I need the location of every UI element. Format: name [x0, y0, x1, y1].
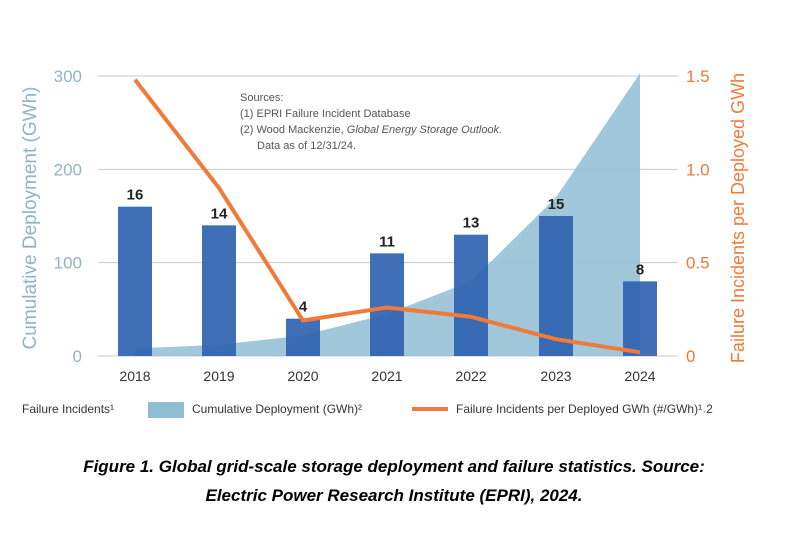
figure-caption: Figure 1. Global grid-scale storage depl… [0, 452, 788, 510]
right-axis-title: Failure Incidents per Deployed GWh [728, 73, 748, 363]
failure-rate-line [133, 78, 641, 355]
bar-value-label: 8 [636, 261, 644, 278]
right-tick-label: 0 [686, 347, 695, 366]
right-tick-label: 0.5 [686, 254, 710, 273]
bar-2023 [539, 216, 573, 356]
x-tick-label: 2024 [624, 368, 655, 384]
x-axis-ticks: 2018 2019 2020 2021 2022 2023 2024 [119, 368, 655, 384]
failure-incidents-bars [118, 206, 657, 356]
caption-line-1: Figure 1. Global grid-scale storage depl… [83, 457, 705, 476]
annotation-line-3-italic: Global Energy Storage Outlook. [347, 124, 502, 136]
bar-2024 [623, 281, 657, 356]
bar-2020 [286, 318, 320, 356]
bar-2021 [370, 253, 404, 356]
bar-2019 [202, 225, 236, 356]
annotation-line-1: Sources: [240, 92, 283, 104]
right-tick-label: 1.0 [686, 160, 710, 179]
annotation-line-2: (1) EPRI Failure Incident Database [240, 108, 411, 120]
left-axis-ticks: 0 100 200 300 [54, 67, 82, 366]
left-tick-label: 300 [54, 67, 82, 86]
legend-swatch-deployment [148, 402, 184, 418]
caption-line-2: Electric Power Research Institute (EPRI)… [205, 486, 583, 505]
bar-value-labels: 16 14 4 11 13 15 8 [127, 187, 645, 316]
annotation-line-4: Data as of 12/31/24. [257, 140, 356, 152]
x-tick-label: 2020 [287, 368, 318, 384]
left-tick-label: 100 [54, 254, 82, 273]
annotation-line-3-prefix: (2) Wood Mackenzie, [240, 124, 347, 136]
legend-label-deployment: Cumulative Deployment (GWh)² [192, 402, 362, 416]
x-tick-label: 2023 [540, 368, 571, 384]
bar-2022 [454, 234, 488, 356]
annotation-line-3: (2) Wood Mackenzie, Global Energy Storag… [240, 124, 502, 136]
x-tick-label: 2018 [119, 368, 150, 384]
legend-label-rate: Failure Incidents per Deployed GWh (#/GW… [456, 402, 713, 416]
bar-2018 [118, 206, 152, 356]
bar-value-label: 16 [127, 187, 144, 204]
legend-label-failure-incidents: Failure Incidents¹ [22, 402, 114, 416]
bar-value-label: 11 [379, 233, 395, 250]
right-tick-label: 1.5 [686, 67, 710, 86]
right-axis-ticks: 0 0.5 1.0 1.5 [686, 67, 710, 366]
x-tick-label: 2019 [203, 368, 234, 384]
left-tick-label: 200 [54, 160, 82, 179]
bar-value-label: 15 [548, 196, 565, 213]
left-tick-label: 0 [73, 347, 82, 366]
cumulative-deployment-area [135, 73, 640, 356]
bar-value-label: 14 [211, 205, 228, 222]
x-tick-label: 2021 [371, 368, 402, 384]
bar-value-label: 13 [463, 215, 480, 232]
legend: Failure Incidents¹ Cumulative Deployment… [22, 402, 713, 418]
sources-annotation: Sources: (1) EPRI Failure Incident Datab… [240, 92, 502, 152]
x-tick-label: 2022 [455, 368, 486, 384]
bar-value-label: 4 [299, 299, 308, 316]
left-axis-title: Cumulative Deployment (GWh) [20, 87, 41, 350]
